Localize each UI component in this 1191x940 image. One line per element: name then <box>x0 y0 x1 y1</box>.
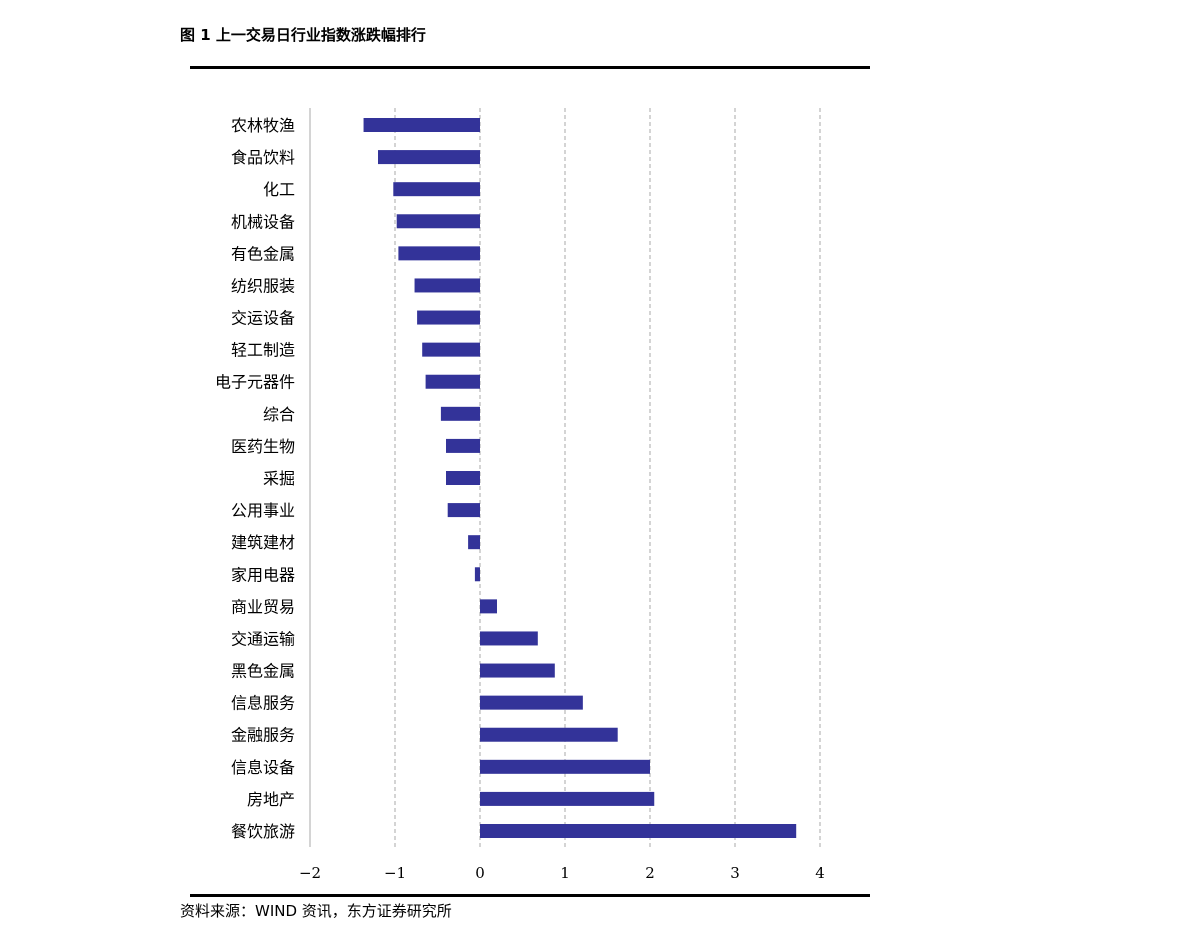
category-label: 化工 <box>263 180 295 199</box>
bottom-rule <box>190 894 870 897</box>
category-label: 信息服务 <box>231 694 295 713</box>
x-tick-label: −1 <box>384 864 406 882</box>
bar <box>440 406 480 421</box>
category-label: 公用事业 <box>231 501 295 520</box>
bar <box>447 503 480 518</box>
bar <box>414 278 480 293</box>
x-tick-label: 1 <box>560 864 570 882</box>
bar <box>422 342 480 357</box>
x-tick-label: 4 <box>815 864 825 882</box>
category-label: 信息设备 <box>231 758 295 777</box>
bar <box>378 150 480 165</box>
bar <box>425 374 480 389</box>
category-label: 电子元器件 <box>215 373 295 392</box>
bar <box>480 695 583 710</box>
category-label: 机械设备 <box>231 212 295 231</box>
category-label: 交运设备 <box>231 309 295 328</box>
x-tick-label: −2 <box>299 864 321 882</box>
bar <box>480 824 797 838</box>
bar <box>480 759 650 774</box>
figure-title: 图 1 上一交易日行业指数涨跌幅排行 <box>180 26 426 44</box>
category-label: 医药生物 <box>231 437 295 456</box>
category-label: 房地产 <box>247 790 295 809</box>
category-label: 建筑建材 <box>231 533 295 552</box>
category-label: 农林牧渔 <box>231 116 295 135</box>
bar <box>480 663 555 678</box>
top-rule <box>190 66 870 69</box>
bar <box>393 182 480 197</box>
bar <box>480 631 538 646</box>
bar <box>474 567 480 582</box>
bar <box>446 471 480 485</box>
category-label: 采掘 <box>263 469 295 488</box>
category-label: 轻工制造 <box>231 341 295 360</box>
category-label: 黑色金属 <box>231 662 295 681</box>
category-label: 交通运输 <box>231 629 295 648</box>
category-label: 综合 <box>263 405 295 424</box>
category-label: 商业贸易 <box>231 597 295 616</box>
bar <box>396 214 480 229</box>
category-label: 食品饮料 <box>231 148 295 167</box>
bar <box>468 535 480 550</box>
x-tick-label: 0 <box>475 864 485 882</box>
bar <box>398 246 480 261</box>
x-tick-label: 3 <box>730 864 740 882</box>
bar <box>480 727 618 742</box>
bar <box>363 118 480 132</box>
bar <box>446 438 480 453</box>
category-label: 金融服务 <box>231 726 295 745</box>
category-label: 有色金属 <box>231 244 295 263</box>
bar <box>480 599 497 614</box>
source-note: 资料来源：WIND 资讯，东方证券研究所 <box>180 902 452 920</box>
category-label: 纺织服装 <box>231 276 295 295</box>
category-label: 家用电器 <box>231 565 295 584</box>
x-tick-label: 2 <box>645 864 655 882</box>
bar <box>417 310 480 325</box>
bar <box>480 791 655 806</box>
category-label: 餐饮旅游 <box>231 822 295 841</box>
